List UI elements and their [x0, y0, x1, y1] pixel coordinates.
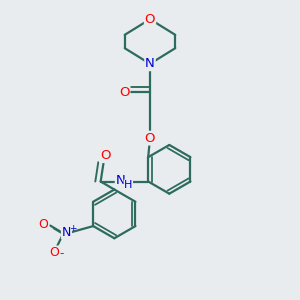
Text: O: O — [39, 218, 49, 230]
Text: N: N — [145, 57, 155, 70]
Text: +: + — [69, 224, 77, 233]
Text: H: H — [124, 180, 133, 190]
Text: O: O — [100, 149, 110, 162]
Text: N: N — [62, 226, 71, 238]
Text: O: O — [119, 85, 129, 98]
Text: O: O — [50, 246, 59, 259]
Text: -: - — [59, 247, 63, 260]
Text: O: O — [145, 132, 155, 145]
Text: O: O — [145, 13, 155, 26]
Text: N: N — [116, 173, 125, 187]
